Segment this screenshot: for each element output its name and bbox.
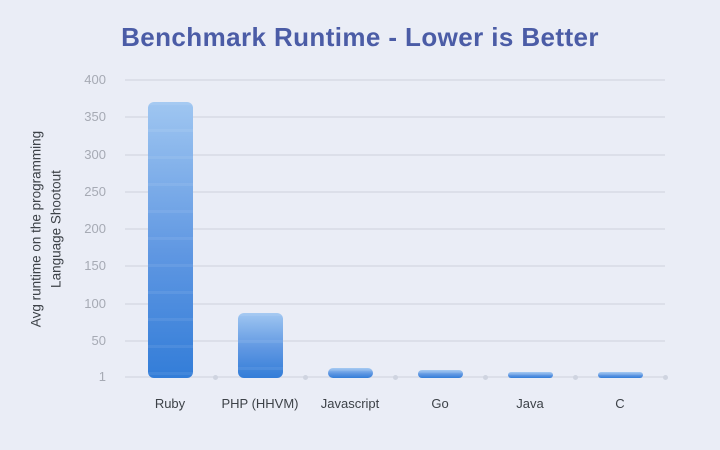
y-tick-label-50: 50: [91, 332, 106, 348]
axis-dot: [662, 375, 668, 380]
y-tick-label-100: 100: [84, 295, 106, 311]
y-axis-title-text: Avg runtime on the programming Language …: [28, 130, 63, 328]
x-category-label-go: Go: [431, 396, 449, 411]
gridline-50: [125, 339, 665, 342]
chart-title: Benchmark Runtime - Lower is Better: [121, 22, 599, 52]
bar-java: [507, 372, 553, 378]
axis-dot: [572, 375, 578, 380]
axis-dot: [212, 375, 218, 380]
y-tick-label-300: 300: [84, 146, 106, 162]
y-tick-label-1: 1: [98, 369, 106, 385]
x-category-label-java: Java: [516, 396, 544, 411]
gridline-300: [125, 153, 665, 156]
bar-javascript: [327, 368, 373, 378]
gridline-250: [125, 190, 665, 193]
y-tick-label-200: 200: [84, 221, 106, 236]
x-category-label-c: C: [615, 396, 625, 411]
gridline-400: [125, 79, 665, 81]
x-category-label-php-hhvm: PHP (HHVM): [221, 396, 299, 411]
x-axis-labels: Ruby PHP (HHVM) Javascript Go Java C: [125, 396, 665, 411]
y-axis-tick-labels: 400 350 300 250 200 150 100 50 1: [66, 72, 106, 384]
gridline-100: [125, 302, 665, 305]
gridline-150: [125, 265, 665, 268]
bar-go: [417, 369, 463, 378]
gridline-200: [125, 228, 665, 230]
bar-php-hhvm: [237, 313, 283, 378]
bar-ruby: [147, 102, 193, 378]
axis-dot: [392, 375, 398, 380]
plot-area: [125, 79, 668, 380]
y-tick-label-250: 250: [84, 183, 106, 199]
x-category-label-javascript: Javascript: [320, 396, 380, 411]
y-tick-label-150: 150: [84, 258, 106, 274]
axis-dot: [482, 375, 488, 380]
bar-c: [597, 372, 643, 378]
x-category-label-ruby: Ruby: [154, 396, 186, 411]
y-tick-label-350: 350: [84, 109, 106, 125]
axis-dot: [302, 375, 308, 380]
gridline-350: [125, 116, 665, 119]
y-tick-label-400: 400: [84, 72, 106, 87]
